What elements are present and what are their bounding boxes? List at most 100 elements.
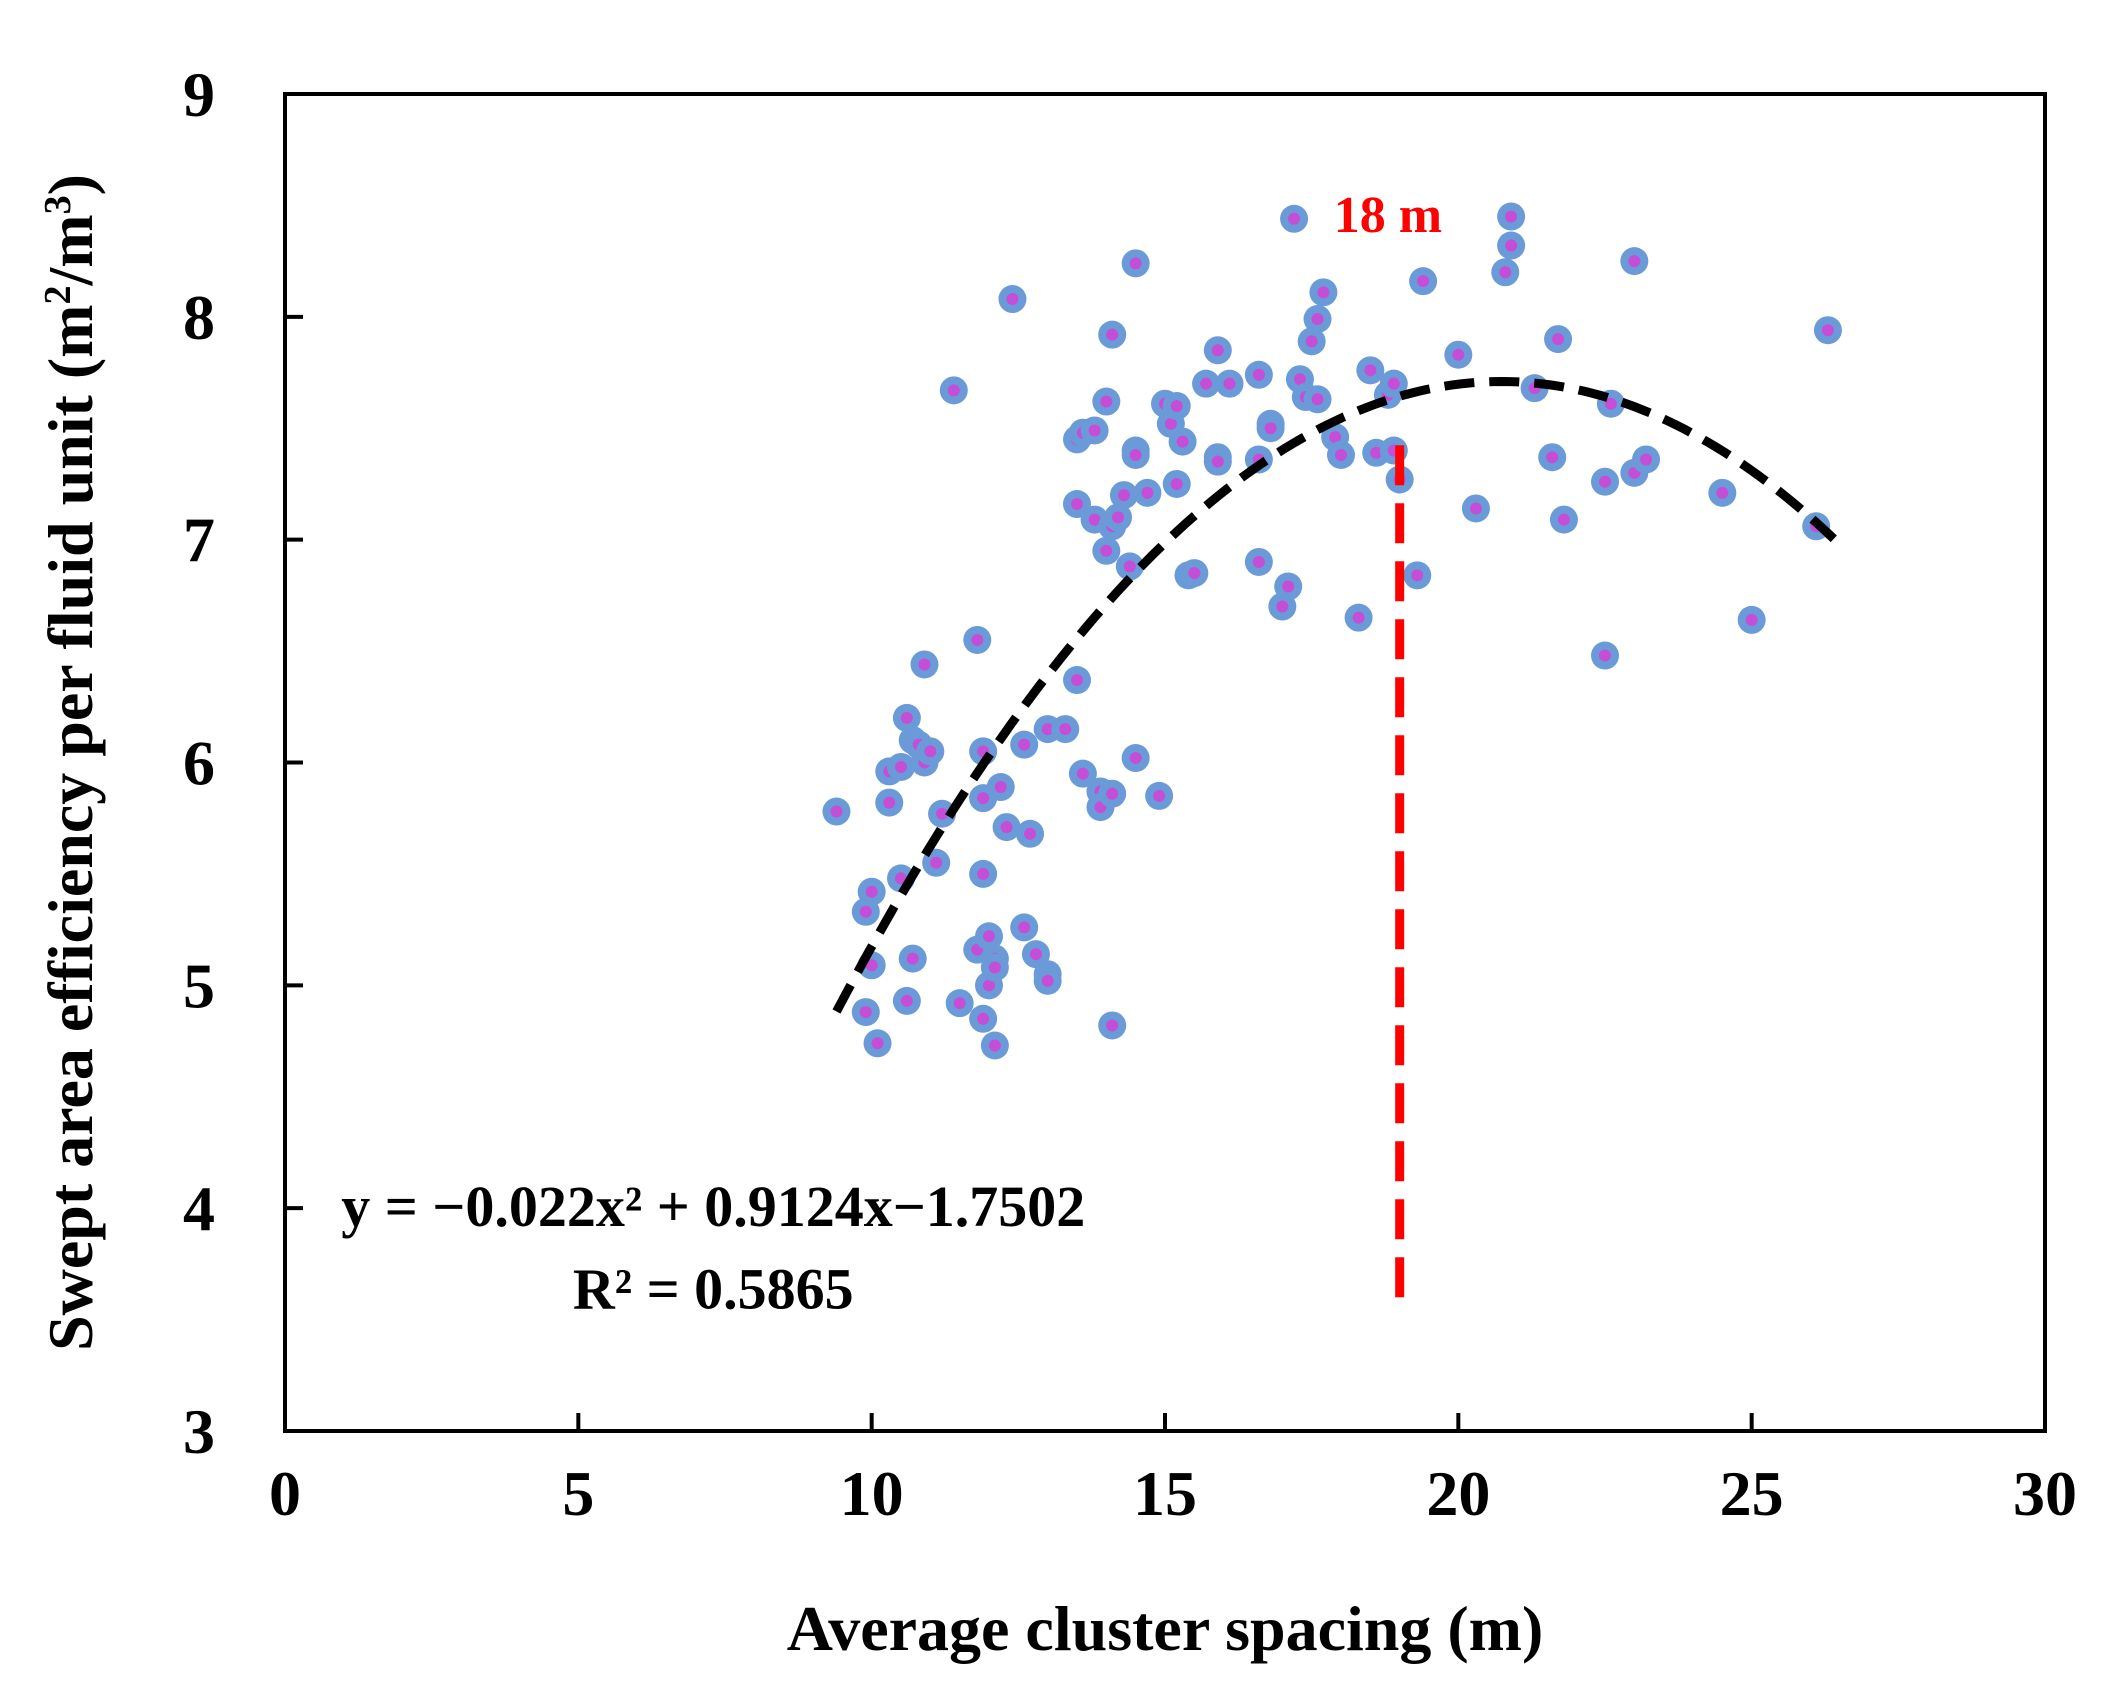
data-point-core — [1370, 446, 1383, 459]
data-point — [1121, 249, 1150, 278]
data-point-core — [977, 1012, 990, 1025]
data-point-core — [1188, 567, 1201, 580]
data-point — [1121, 440, 1150, 469]
data-point-core — [1411, 569, 1424, 582]
data-point-core — [1252, 368, 1265, 381]
data-point — [1409, 267, 1438, 296]
y-axis-title-main: Swept area efficiency per fluid unit (m — [35, 305, 106, 1351]
x-tick-label: 30 — [2013, 1458, 2077, 1529]
x-tick-label: 5 — [562, 1458, 594, 1529]
data-point — [1244, 547, 1273, 576]
data-point-core — [906, 952, 919, 965]
data-point — [1109, 481, 1138, 510]
y-tick-label: 3 — [183, 1396, 215, 1467]
data-point-core — [1505, 210, 1518, 223]
data-point — [1068, 759, 1097, 788]
data-point — [945, 989, 974, 1018]
data-point-core — [1311, 393, 1324, 406]
data-point — [1344, 603, 1373, 632]
data-point — [1591, 467, 1619, 496]
data-point-core — [1129, 257, 1142, 270]
data-point-core — [988, 961, 1001, 974]
data-point — [898, 944, 927, 973]
data-point-core — [1745, 613, 1758, 626]
y-tick-label: 5 — [183, 950, 215, 1021]
data-point — [1145, 781, 1174, 810]
data-point-core — [983, 979, 995, 992]
data-point-core — [1452, 348, 1465, 361]
data-point-core — [1100, 395, 1113, 408]
data-point — [969, 859, 998, 888]
data-point — [1461, 494, 1490, 523]
data-point-core — [900, 711, 913, 724]
data-point — [1010, 913, 1039, 942]
data-point — [1544, 325, 1573, 354]
data-point-core — [1329, 431, 1342, 444]
data-point-core — [1282, 580, 1295, 593]
data-point — [998, 285, 1027, 314]
data-point-core — [1123, 560, 1136, 573]
data-point — [1549, 505, 1578, 534]
data-point-core — [924, 745, 937, 758]
data-point-core — [1006, 293, 1019, 306]
y-axis-title: Swept area efficiency per fluid unit (m2… — [35, 174, 106, 1351]
data-point — [928, 799, 957, 828]
x-tick-label: 25 — [1720, 1458, 1784, 1529]
data-point-core — [865, 959, 878, 972]
data-point — [1168, 427, 1197, 456]
data-point — [1063, 666, 1091, 695]
x-tick-label: 20 — [1426, 1458, 1490, 1529]
r-squared: R² = 0.5865 — [573, 1256, 854, 1321]
data-point — [916, 737, 945, 766]
data-point-core — [1029, 948, 1042, 961]
data-point-core — [953, 997, 966, 1010]
plot-area-frame — [283, 92, 2047, 1433]
data-point-core — [971, 633, 984, 646]
data-point-core — [977, 792, 990, 805]
data-point-core — [1469, 502, 1482, 515]
data-point — [910, 650, 939, 679]
data-point-core — [1176, 435, 1189, 448]
data-point-core — [1223, 377, 1236, 390]
data-point — [1104, 503, 1133, 532]
data-point — [1632, 445, 1661, 474]
data-point-core — [865, 885, 878, 898]
data-point-core — [1252, 555, 1265, 568]
data-point-core — [1129, 752, 1142, 765]
data-point — [1737, 605, 1766, 634]
data-point-core — [1041, 974, 1054, 987]
data-point — [963, 625, 992, 654]
x-tick-label: 0 — [269, 1458, 301, 1529]
data-point-core — [994, 781, 1007, 794]
data-point — [1280, 204, 1309, 233]
data-point — [857, 877, 886, 906]
data-point — [1115, 552, 1144, 581]
x-tick-label: 10 — [840, 1458, 904, 1529]
data-point — [1403, 561, 1432, 590]
y-tick-label: 6 — [183, 728, 215, 799]
data-point-core — [1317, 286, 1330, 299]
data-point-core — [1200, 377, 1213, 390]
data-point — [1092, 536, 1121, 565]
data-point — [1092, 387, 1121, 416]
data-point-core — [1000, 821, 1013, 834]
data-point-core — [1106, 787, 1119, 800]
data-point — [1080, 416, 1109, 445]
data-point — [1133, 478, 1162, 507]
data-point-core — [859, 1006, 872, 1019]
data-point-core — [983, 930, 995, 943]
data-point — [1033, 966, 1062, 995]
data-point — [1274, 572, 1303, 601]
data-point-core — [1211, 344, 1224, 357]
data-point-core — [1106, 1019, 1119, 1032]
y-axis-title-end: ) — [35, 174, 106, 195]
data-point-core — [930, 856, 943, 869]
data-point — [822, 797, 851, 826]
data-point-core — [1264, 422, 1277, 435]
data-point-core — [1071, 674, 1083, 687]
tick-labels: 0 5 10 15 20 25 30 3 4 5 6 7 8 9 — [183, 59, 2077, 1529]
data-point-core — [1288, 212, 1301, 225]
data-point — [939, 376, 968, 405]
data-point-core — [1088, 424, 1101, 437]
data-point-core — [1106, 328, 1119, 341]
